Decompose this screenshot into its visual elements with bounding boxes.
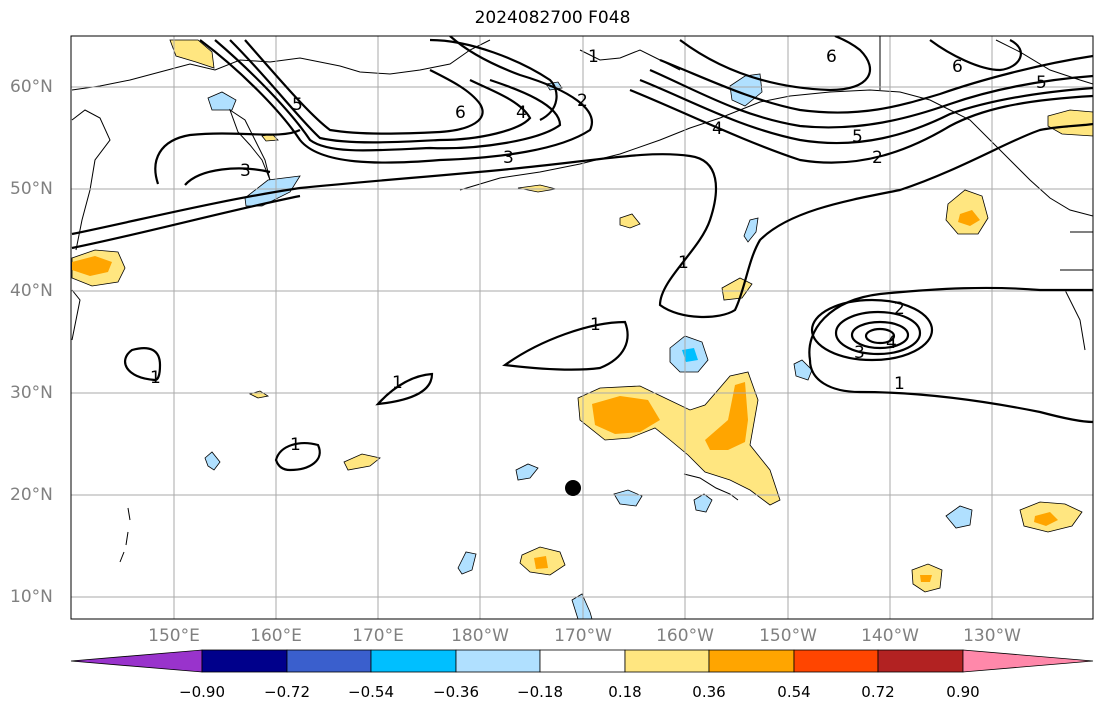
contour-label: 1: [290, 435, 301, 455]
colorbar-tick-label: −0.36: [433, 683, 479, 701]
colorbar-tick-label: 0.72: [861, 683, 895, 701]
negative-anomaly-shading: [204, 73, 973, 619]
lon-label: 130°W: [963, 626, 1021, 646]
lat-label: 60°N: [10, 77, 53, 97]
coastlines: [71, 36, 1093, 563]
colorbar-segment: [793, 649, 879, 673]
contour-label: 1: [588, 47, 599, 67]
lat-label: 30°N: [10, 383, 53, 403]
colorbar: [70, 649, 1094, 673]
lat-label: 20°N: [10, 485, 53, 505]
contour-label: 6: [826, 47, 837, 67]
contour-label: 1: [678, 253, 689, 273]
contour-label: 5: [292, 95, 303, 115]
lon-label: 150°W: [759, 626, 817, 646]
colorbar-segment: [370, 649, 457, 673]
lon-label: 140°W: [861, 626, 919, 646]
contour-label: 3: [503, 148, 514, 168]
contour-lines: [71, 36, 1093, 472]
contour-label: 5: [852, 127, 863, 147]
lat-label: 50°N: [10, 179, 53, 199]
colorbar-tick-label: −0.54: [348, 683, 394, 701]
contour-label-group: 3 6 4 3 2 1 1 1 1 1 1 4 5 2 6 6 5 2 3 4 …: [150, 47, 1047, 455]
contour-label: 4: [712, 119, 723, 139]
colorbar-segment: [539, 649, 626, 673]
lon-label: 180°W: [451, 626, 509, 646]
colorbar-extend-high: [962, 649, 1094, 673]
colorbar-segment: [286, 649, 372, 673]
colorbar-extend-low: [70, 649, 203, 673]
lat-label: 40°N: [10, 281, 53, 301]
contour-label: 4: [516, 103, 527, 123]
contour-label: 3: [240, 161, 251, 181]
contour-label: 2: [894, 299, 905, 319]
lat-label: 10°N: [10, 587, 53, 607]
contour-label: 3: [854, 343, 865, 363]
colorbar-tick-label: 0.90: [946, 683, 980, 701]
colorbar-segment: [708, 649, 795, 673]
contour-label: 6: [455, 103, 466, 123]
lon-label: 170°W: [554, 626, 612, 646]
lon-label: 170°E: [352, 626, 404, 646]
contour-label: 5: [1036, 73, 1047, 93]
contour-label: 1: [894, 374, 905, 394]
colorbar-tick-label: 0.18: [608, 683, 642, 701]
colorbar-tick-label: −0.18: [517, 683, 563, 701]
contour-label: 2: [577, 91, 588, 111]
contour-label: 2: [872, 148, 883, 168]
contour-label: 1: [392, 373, 403, 393]
contour-label: 6: [952, 57, 963, 77]
map-title: 2024082700 F048: [474, 8, 631, 28]
colorbar-tick-label: 0.36: [692, 683, 726, 701]
contour-label: 1: [150, 368, 161, 388]
colorbar-segment: [455, 649, 541, 673]
colorbar-tick-label: −0.72: [264, 683, 310, 701]
contour-label: 1: [590, 315, 601, 335]
colorbar-segment: [877, 649, 964, 673]
colorbar-segment: [624, 649, 710, 673]
map-background: [71, 36, 1093, 619]
colorbar-tick-label: −0.90: [179, 683, 225, 701]
positive-anomaly-shading: [71, 39, 1093, 593]
colorbar-segment: [201, 649, 288, 673]
lon-label: 160°E: [250, 626, 302, 646]
map-frame: [70, 35, 1094, 620]
storm-center-marker: [565, 480, 581, 496]
lon-label: 160°W: [656, 626, 714, 646]
lon-label: 150°E: [148, 626, 200, 646]
contour-label: 4: [886, 333, 897, 353]
colorbar-tick-label: 0.54: [777, 683, 811, 701]
